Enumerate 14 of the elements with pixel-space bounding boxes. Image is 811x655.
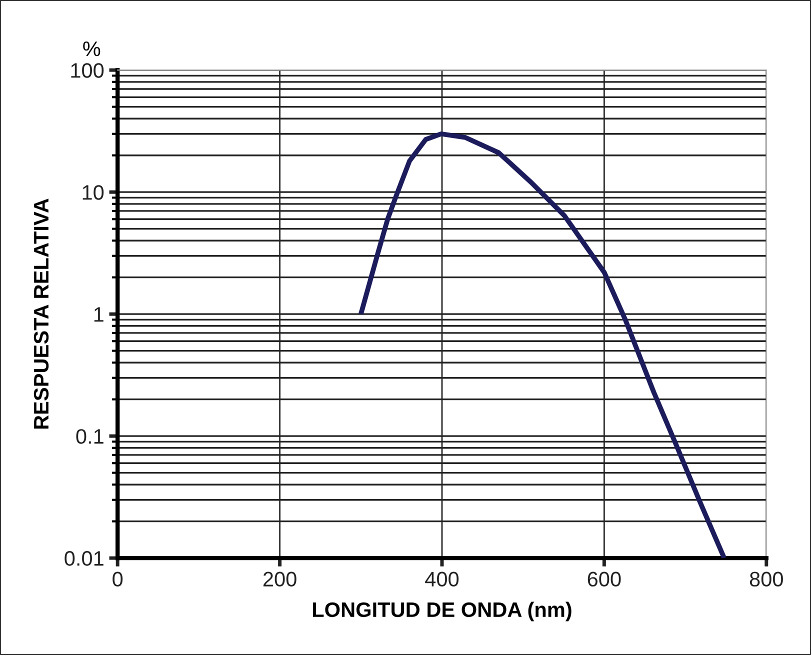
x-tick-label: 400 [425,572,459,587]
y-tick-label: 10 [82,185,104,200]
x-tick-label: 200 [263,572,296,587]
x-tick-label: 0 [112,572,123,587]
text: % [83,42,100,56]
line-series [358,131,727,558]
x-tick-label: 800 [750,572,783,587]
y-tick-label: 100 [71,63,104,78]
y-tick-label: 1 [94,307,104,322]
y-axis-title: RESPUESTA RELATIVA [34,198,49,429]
y-tick-label: 0.1 [76,429,104,444]
x-axis-title: LONGITUD DE ONDA (nm) [313,602,572,622]
y-tick-label: 0.01 [64,551,104,566]
x-tick-label: 600 [588,572,621,587]
